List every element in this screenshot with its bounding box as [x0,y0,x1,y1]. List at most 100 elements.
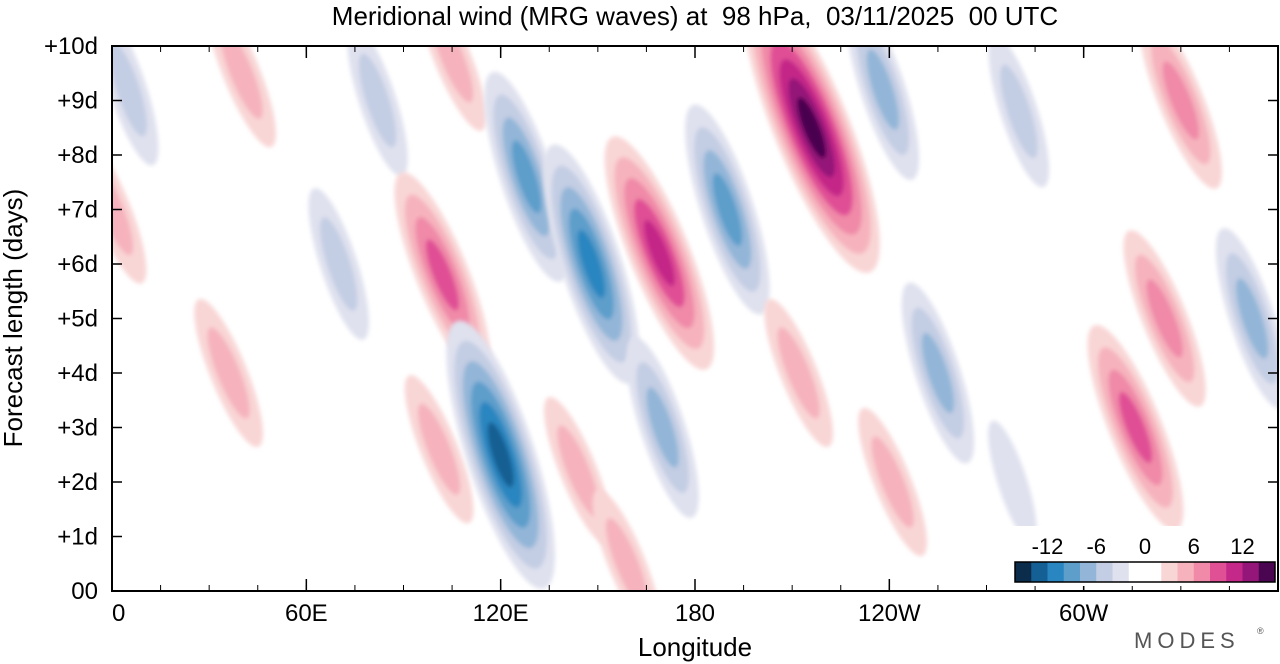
contour-level-2 [417,403,461,495]
y-tick-label: +4d [57,360,98,387]
contour-feature-neg-9 [484,71,569,282]
colorbar-swatch [1210,562,1227,582]
colorbar-frame [1014,561,1276,583]
contour-level-2 [430,46,474,103]
x-tick-label: 120W [858,600,921,627]
contour-feature-pos-8 [404,375,474,524]
contour-level-2 [777,327,820,419]
colorbar: -12 -6 0 6 12 [1007,526,1280,586]
contour-feature-pos-24 [1087,324,1184,531]
contour-feature-pos-6 [417,46,487,132]
colorbar-tick-label: 6 [1188,534,1200,559]
contour-feature-neg-0 [112,46,159,166]
y-tick-label: +5d [57,306,98,333]
y-tick-label: +8d [57,142,98,169]
contour-feature-neg-20 [846,46,920,181]
colorbar-swatch [1031,562,1048,582]
contour-feature-neg-14 [626,337,699,518]
contour-level-2 [557,425,600,517]
contour-feature-neg-23 [988,46,1050,188]
contour-level-1 [988,420,1037,544]
y-axis-label: Forecast length (days) [0,189,28,448]
y-tick-label: +9d [57,88,98,115]
plot-frame [111,45,1279,592]
x-tick-label: 120E [473,600,529,627]
contour-level-4 [712,172,743,247]
colorbar-tick-label: 12 [1230,534,1254,559]
contour-level-2 [112,46,147,137]
colorbar-swatch [1015,562,1032,582]
contour-level-2 [1000,64,1038,159]
contour-feature-pos-3 [194,298,264,448]
colorbar-swatch [1096,562,1113,582]
contour-level-5 [643,219,676,287]
contour-feature-pos-25 [1123,230,1206,407]
contour-feature-pos-17 [743,46,880,274]
contour-level-2 [320,217,358,311]
chart-title: Meridional wind (MRG waves) at 98 hPa, 0… [332,1,1058,31]
colorbar-swatch [1258,562,1276,582]
contour-level-7 [797,97,826,159]
colorbar-swatch [1193,562,1211,582]
contour-feature-neg-27 [1215,228,1278,409]
contour-level-2 [871,436,914,528]
colorbar-swatch [1242,562,1260,582]
colorbar-swatch [1177,562,1195,582]
contour-level-3 [1162,61,1200,140]
contour-feature-pos-19 [858,407,927,557]
modes-logo: MODES [1134,628,1240,653]
y-tick-label: +2d [57,469,98,496]
colorbar-swatch [1226,562,1243,582]
y-tick-label: +1d [57,524,98,551]
modes-logo-mark: ® [1257,626,1264,636]
contour-feature-pos-2 [112,135,147,284]
contour-feature-neg-10 [543,144,640,384]
colorbar-swatch [1080,562,1097,582]
contour-level-5 [577,229,606,299]
x-axis-label: Longitude [638,632,752,662]
y-tick-label: +7d [57,197,98,224]
colorbar-swatch [1047,562,1065,582]
contour-feature-pos-15 [604,136,715,370]
x-tick-label: 180 [675,600,715,627]
x-tick-label: 60W [1059,600,1109,627]
contour-feature-pos-1 [207,46,276,148]
y-tick-label: +6d [57,251,98,278]
colorbar-tick-label: -6 [1086,534,1106,559]
contour-feature-neg-21 [901,282,975,464]
colorbar-tick-label: -12 [1032,534,1064,559]
y-tick-label: +3d [57,415,98,442]
contour-level-3 [866,49,899,130]
x-tick-label: 0 [112,600,125,627]
colorbar-swatch [1161,562,1178,582]
contour-field [112,46,1278,591]
contour-feature-neg-11 [446,320,555,589]
contour-level-3 [646,387,679,468]
contour-feature-pos-26 [1139,46,1222,189]
y-tick-label: +10d [44,33,98,60]
contour-level-4 [511,140,542,214]
contour-feature-neg-5 [347,46,408,177]
y-tick-label: 00 [71,578,98,605]
contour-feature-neg-16 [685,104,770,315]
contour-level-2 [220,46,263,119]
contour-level-2 [358,53,397,148]
contour-feature-neg-22 [988,420,1037,544]
colorbar-swatch [1112,562,1130,582]
colorbar-swatch [1128,562,1146,582]
colorbar-swatch [1145,562,1162,582]
contour-level-3 [1235,278,1269,359]
contour-level-3 [1146,279,1183,358]
contour-level-4 [425,239,460,311]
contour-level-2 [112,163,134,256]
contour-feature-neg-4 [308,188,369,340]
contour-level-2 [605,518,649,591]
contour-feature-pos-18 [764,298,834,448]
contour-level-4 [1118,391,1153,464]
contour-level-6 [487,422,514,488]
colorbar-tick-label: 0 [1139,534,1151,559]
colorbar-swatch [1063,562,1081,582]
x-tick-label: 60E [285,600,328,627]
contour-feature-pos-13 [592,489,662,591]
